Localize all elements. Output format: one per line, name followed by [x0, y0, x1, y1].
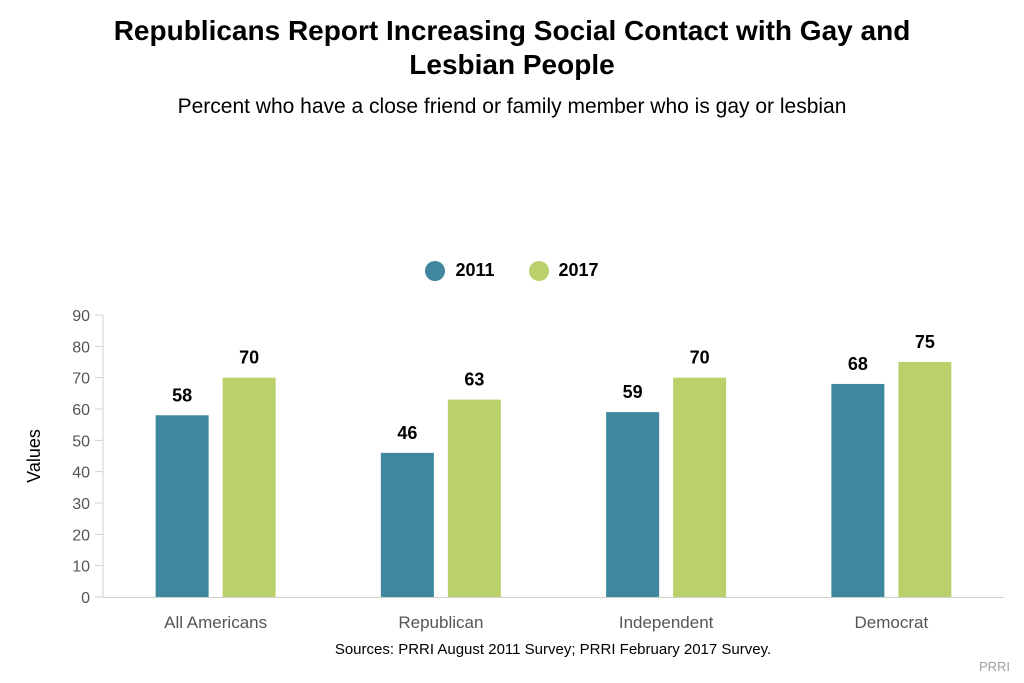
- data-label: 58: [172, 385, 192, 405]
- chart-title: Republicans Report Increasing Social Con…: [0, 14, 1024, 82]
- x-tick-label: Republican: [398, 613, 483, 632]
- y-tick-label: 60: [72, 402, 90, 419]
- y-tick-label: 40: [72, 465, 90, 482]
- data-label: 63: [464, 370, 484, 390]
- bar-2011-all-americans: [155, 415, 209, 597]
- bar-2011-democrat: [831, 383, 885, 597]
- bar-2017-independent: [673, 377, 727, 597]
- data-label: 46: [397, 423, 417, 443]
- y-tick-label: 30: [72, 496, 90, 513]
- bar-2017-republican: [447, 399, 501, 597]
- y-axis-title: Values: [24, 429, 44, 483]
- legend-item-2011[interactable]: 2011: [425, 260, 495, 281]
- data-label: 68: [848, 354, 868, 374]
- y-tick-label: 0: [81, 590, 90, 607]
- y-tick-label: 80: [72, 339, 90, 356]
- x-tick-label: All Americans: [164, 613, 267, 632]
- y-tick-label: 50: [72, 433, 90, 450]
- source-note: Sources: PRRI August 2011 Survey; PRRI F…: [334, 641, 772, 658]
- legend-item-2017[interactable]: 2017: [528, 260, 599, 281]
- legend: 2011 2017: [0, 260, 1024, 281]
- bar-2011-independent: [606, 412, 660, 597]
- chart-subtitle: Percent who have a close friend or famil…: [177, 95, 847, 118]
- legend-swatch-2011: [425, 260, 446, 281]
- data-label: 70: [690, 348, 710, 368]
- credit-label: PRRI: [978, 659, 1010, 674]
- chart-title-line-2: Lesbian People: [409, 49, 615, 80]
- bar-2017-democrat: [898, 362, 952, 597]
- legend-label-2017: 2017: [558, 260, 599, 280]
- x-tick-label: Independent: [619, 613, 714, 632]
- bar-2017-all-americans: [222, 377, 276, 597]
- legend-swatch-2017: [528, 260, 549, 281]
- y-tick-label: 90: [72, 308, 90, 325]
- legend-label-2011: 2011: [455, 260, 495, 280]
- y-tick-label: 10: [72, 559, 90, 576]
- bar-2011-republican: [380, 452, 434, 597]
- data-label: 75: [915, 332, 935, 352]
- data-label: 59: [623, 382, 643, 402]
- chart-title-line-1: Republicans Report Increasing Social Con…: [113, 15, 911, 46]
- data-label: 70: [239, 348, 259, 368]
- x-tick-label: Democrat: [855, 613, 929, 632]
- y-tick-label: 20: [72, 527, 90, 544]
- y-tick-label: 70: [72, 371, 90, 388]
